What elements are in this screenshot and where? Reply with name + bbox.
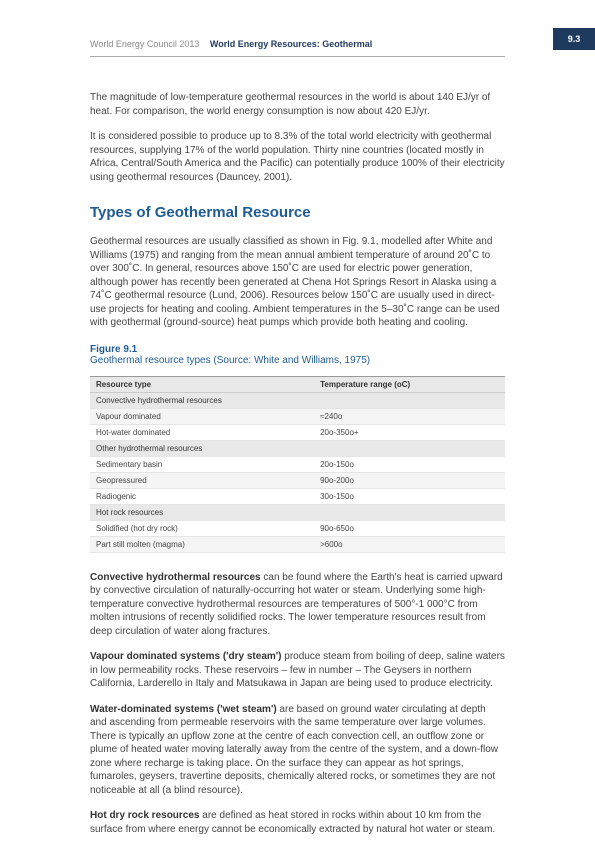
cell-range: >600o <box>314 536 505 552</box>
def-convective: Convective hydrothermal resources can be… <box>90 571 505 639</box>
section-heading: Types of Geothermal Resource <box>90 204 505 221</box>
term-hotrock: Hot dry rock resources <box>90 810 200 821</box>
cell-range: 90o-200o <box>314 472 505 488</box>
intro-paragraph-1: The magnitude of low-temperature geother… <box>90 91 505 118</box>
figure-label: Figure 9.1 <box>90 344 505 355</box>
cell-range: 30o-150o <box>314 488 505 504</box>
cell-type: Geopressured <box>90 472 314 488</box>
page-content: World Energy Council 2013 World Energy R… <box>0 0 595 836</box>
term-water: Water-dominated systems ('wet steam') <box>90 704 277 715</box>
table-row: Convective hydrothermal resources <box>90 392 505 408</box>
table-row: Sedimentary basin20o-150o <box>90 456 505 472</box>
table-col-type: Resource type <box>90 376 314 392</box>
cell-type: Other hydrothermal resources <box>90 440 505 456</box>
header-org: World Energy Council 2013 <box>90 39 199 49</box>
table-row: Other hydrothermal resources <box>90 440 505 456</box>
def-vapour: Vapour dominated systems ('dry steam') p… <box>90 650 505 691</box>
cell-type: Convective hydrothermal resources <box>90 392 505 408</box>
cell-type: Hot rock resources <box>90 504 505 520</box>
running-header: World Energy Council 2013 World Energy R… <box>90 34 505 57</box>
text-water: are based on ground water circulating at… <box>90 704 498 796</box>
table-row: Hot rock resources <box>90 504 505 520</box>
def-water: Water-dominated systems ('wet steam') ar… <box>90 703 505 798</box>
cell-range: 20o-150o <box>314 456 505 472</box>
cell-type: Hot-water dominated <box>90 424 314 440</box>
intro-paragraph-2: It is considered possible to produce up … <box>90 130 505 184</box>
table-col-range: Temperature range (oC) <box>314 376 505 392</box>
figure-caption: Geothermal resource types (Source: White… <box>90 355 505 366</box>
table-row: Hot-water dominated20o-350o+ <box>90 424 505 440</box>
cell-range: 20o-350o+ <box>314 424 505 440</box>
cell-range: ≈240o <box>314 408 505 424</box>
page-number-badge: 9.3 <box>553 28 595 50</box>
cell-type: Sedimentary basin <box>90 456 314 472</box>
table-row: Geopressured90o-200o <box>90 472 505 488</box>
cell-type: Vapour dominated <box>90 408 314 424</box>
header-title: World Energy Resources: Geothermal <box>210 39 372 49</box>
cell-range: 90o-650o <box>314 520 505 536</box>
cell-type: Solidified (hot dry rock) <box>90 520 314 536</box>
term-convective: Convective hydrothermal resources <box>90 572 261 583</box>
table-row: Radiogenic30o-150o <box>90 488 505 504</box>
table-row: Vapour dominated≈240o <box>90 408 505 424</box>
resource-table: Resource type Temperature range (oC) Con… <box>90 376 505 553</box>
cell-type: Radiogenic <box>90 488 314 504</box>
cell-type: Part still molten (magma) <box>90 536 314 552</box>
def-hotrock: Hot dry rock resources are defined as he… <box>90 809 505 836</box>
table-row: Solidified (hot dry rock)90o-650o <box>90 520 505 536</box>
table-row: Part still molten (magma)>600o <box>90 536 505 552</box>
section-paragraph: Geothermal resources are usually classif… <box>90 235 505 330</box>
term-vapour: Vapour dominated systems ('dry steam') <box>90 651 281 662</box>
